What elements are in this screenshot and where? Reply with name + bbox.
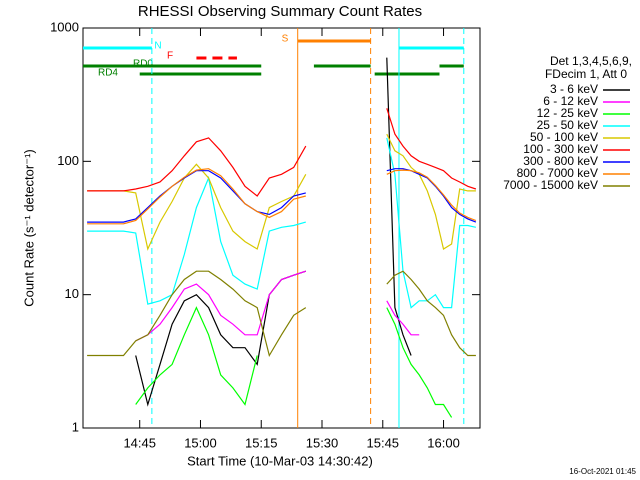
- series-line: [87, 270, 476, 358]
- series-line: [87, 168, 477, 223]
- flag-label: RD4: [98, 68, 118, 79]
- x-tick-label: 14:45: [123, 435, 156, 450]
- legend-label: 25 - 50 keV: [537, 118, 598, 132]
- legend-label: 12 - 25 keV: [537, 106, 598, 120]
- flag-label: N: [154, 41, 161, 52]
- legend-label: 3 - 6 keV: [550, 82, 598, 96]
- flag-label: S: [282, 34, 289, 45]
- x-tick-label: 15:45: [367, 435, 400, 450]
- series-line: [135, 270, 420, 342]
- legend-header: FDecim 1, Att 0: [545, 67, 627, 81]
- x-tick-label: 15:30: [306, 435, 339, 450]
- x-tick-label: 16:00: [427, 435, 460, 450]
- plot-frame: [82, 27, 481, 429]
- y-tick-label: 1000: [50, 19, 79, 34]
- y-tick-label: 10: [65, 286, 79, 301]
- chart-title: RHESSI Observing Summary Count Rates: [138, 3, 422, 20]
- legend-header: Det 1,3,4,5,6,9,: [550, 54, 632, 68]
- footer: 16-Oct-2021 01:45: [569, 467, 636, 476]
- series-line: [87, 108, 477, 197]
- y-axis-label: Count Rate (s⁻¹ detector⁻¹): [21, 149, 36, 307]
- flag-label: RD0: [133, 59, 153, 70]
- x-tick-label: 15:15: [245, 435, 278, 450]
- x-tick-label: 15:00: [184, 435, 217, 450]
- y-tick-label: 100: [57, 153, 79, 168]
- x-axis-label: Start Time (10-Mar-03 14:30:42): [187, 453, 373, 468]
- legend-label: 6 - 12 keV: [543, 94, 598, 108]
- legend-label: 800 - 7000 keV: [517, 166, 598, 180]
- legend-label: 300 - 800 keV: [523, 154, 598, 168]
- series-line: [87, 137, 477, 309]
- series-line: [87, 168, 477, 225]
- flag-label: F: [167, 51, 173, 62]
- series-line: [87, 133, 476, 251]
- y-tick-label: 1: [72, 419, 79, 434]
- legend-label: 7000 - 15000 keV: [503, 178, 598, 192]
- series-line: [135, 306, 453, 418]
- legend-label: 100 - 300 keV: [523, 142, 598, 156]
- legend-label: 50 - 100 keV: [530, 130, 598, 144]
